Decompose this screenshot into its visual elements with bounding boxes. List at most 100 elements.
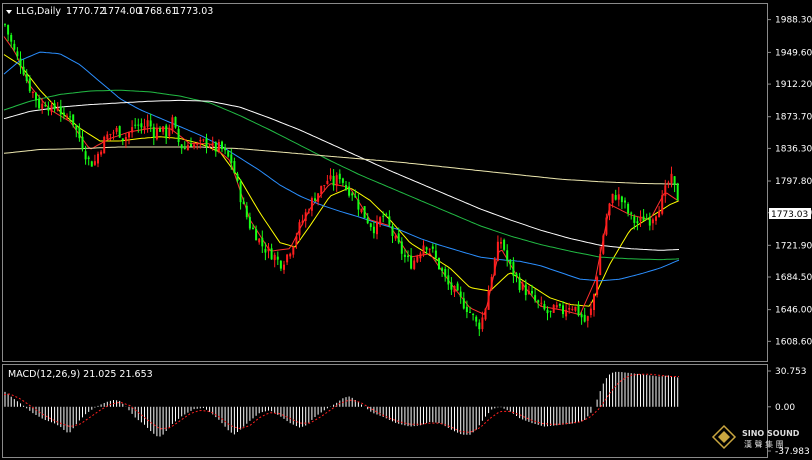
candle-body [59,106,62,115]
candle-body [388,216,391,225]
candle-body [413,260,416,269]
candle-body [255,229,258,241]
candle-body [211,142,214,146]
candle-body [202,139,205,141]
candle-body [624,200,626,203]
candle-body [248,217,251,229]
candle-body [19,58,22,67]
candle-body [317,193,320,202]
candle-body [239,181,242,203]
candle-body [314,198,316,201]
candle-body [35,92,37,101]
candle-body [66,115,68,117]
price-tick-label: 1988.30 [775,16,812,26]
candle-body [53,103,56,110]
candle-body [137,124,140,126]
candle-body [509,259,512,265]
candle-body [478,322,481,330]
candle-body [146,120,149,127]
candle-body [366,217,369,224]
main-pane-frame [2,3,768,362]
moving-average-line-3 [3,51,680,282]
candle-body [149,120,152,127]
candle-body [264,248,267,253]
candle-body [577,304,580,316]
ohlc-low: 1768.61 [138,6,177,17]
candle-body [351,193,354,196]
candle-body [416,256,419,262]
macd-axis: 30.753 0.00 -37.983 [767,367,810,457]
candle-body [28,78,31,92]
candle-body [546,309,549,314]
candle-body [524,284,527,296]
candle-body [394,235,397,239]
candle-body [50,105,53,112]
candle-body [13,43,16,50]
candle-body [648,218,651,226]
candle-body [580,314,583,318]
candle-body [326,180,329,185]
candle-body [261,237,264,247]
candle-body [552,304,555,313]
candle-body [593,294,595,311]
sino-sound-logo: SINO SOUND 漢 聲 集 團 [711,424,800,450]
candle-body [515,273,518,277]
candle-body [323,185,326,187]
candle-body [574,306,577,311]
candle-body [10,35,13,42]
candle-body [428,248,431,250]
symbol-label: LLG,Daily [16,6,61,17]
candle-body [270,248,273,260]
candle-body [341,178,344,183]
candle-body [56,107,59,111]
moving-average-lines [3,36,680,316]
candle-body [245,205,248,218]
candle-body [196,143,199,145]
candle-body [382,215,385,217]
moving-average-line-4 [3,89,680,261]
candle-body [602,235,605,254]
candle-body [90,161,93,167]
candle-body [276,256,279,260]
candle-body [453,286,456,293]
candle-body [258,238,261,243]
price-tick-label: 1797.80 [775,177,812,187]
symbol-dropdown-icon[interactable] [6,10,12,14]
current-price-tag: 1773.03 [769,208,811,220]
candle-body [112,132,115,134]
candle-body [115,128,118,132]
candle-body [456,283,459,291]
candle-body [345,184,347,190]
candle-body [481,317,484,330]
candle-body [320,185,323,195]
candle-body [521,283,524,290]
candle-body [292,246,295,255]
candle-body [131,127,134,133]
candle-body [103,136,106,154]
candle-body [493,258,496,275]
candle-body [38,98,41,109]
candle-body [180,144,183,149]
candle-body [134,124,137,126]
candle-body [360,208,363,213]
candle-body [441,268,444,271]
candle-body [295,236,298,245]
candle-body [25,74,28,81]
candle-body [190,143,192,147]
candle-body [16,51,19,57]
candle-body [193,144,196,148]
candle-body [121,138,124,141]
candle-body [289,253,292,257]
ohlc-high: 1774.00 [102,6,141,17]
candle-body [177,128,180,143]
candle-body [512,262,515,276]
candle-body [348,186,351,196]
candle-body [434,250,437,258]
candle-body [224,147,227,151]
candle-body [4,24,6,26]
candle-body [651,219,654,224]
candle-body [633,216,636,223]
moving-average-line-1 [3,54,680,307]
candle-body [186,145,189,151]
